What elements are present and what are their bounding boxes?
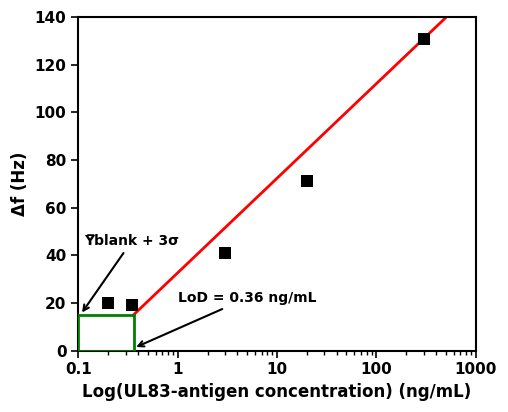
- Point: [129, 302, 137, 309]
- Text: LoD = 0.36 ng/mL: LoD = 0.36 ng/mL: [138, 291, 316, 346]
- Point: [221, 250, 229, 256]
- Point: [420, 35, 428, 42]
- Y-axis label: Δf (Hz): Δf (Hz): [11, 152, 29, 216]
- Bar: [78, 315, 134, 351]
- Text: Y̅blank + 3σ: Y̅blank + 3σ: [83, 234, 179, 311]
- Point: [104, 300, 112, 306]
- Point: [303, 178, 311, 185]
- X-axis label: Log(UL83-antigen concentration) (ng/mL): Log(UL83-antigen concentration) (ng/mL): [82, 383, 471, 401]
